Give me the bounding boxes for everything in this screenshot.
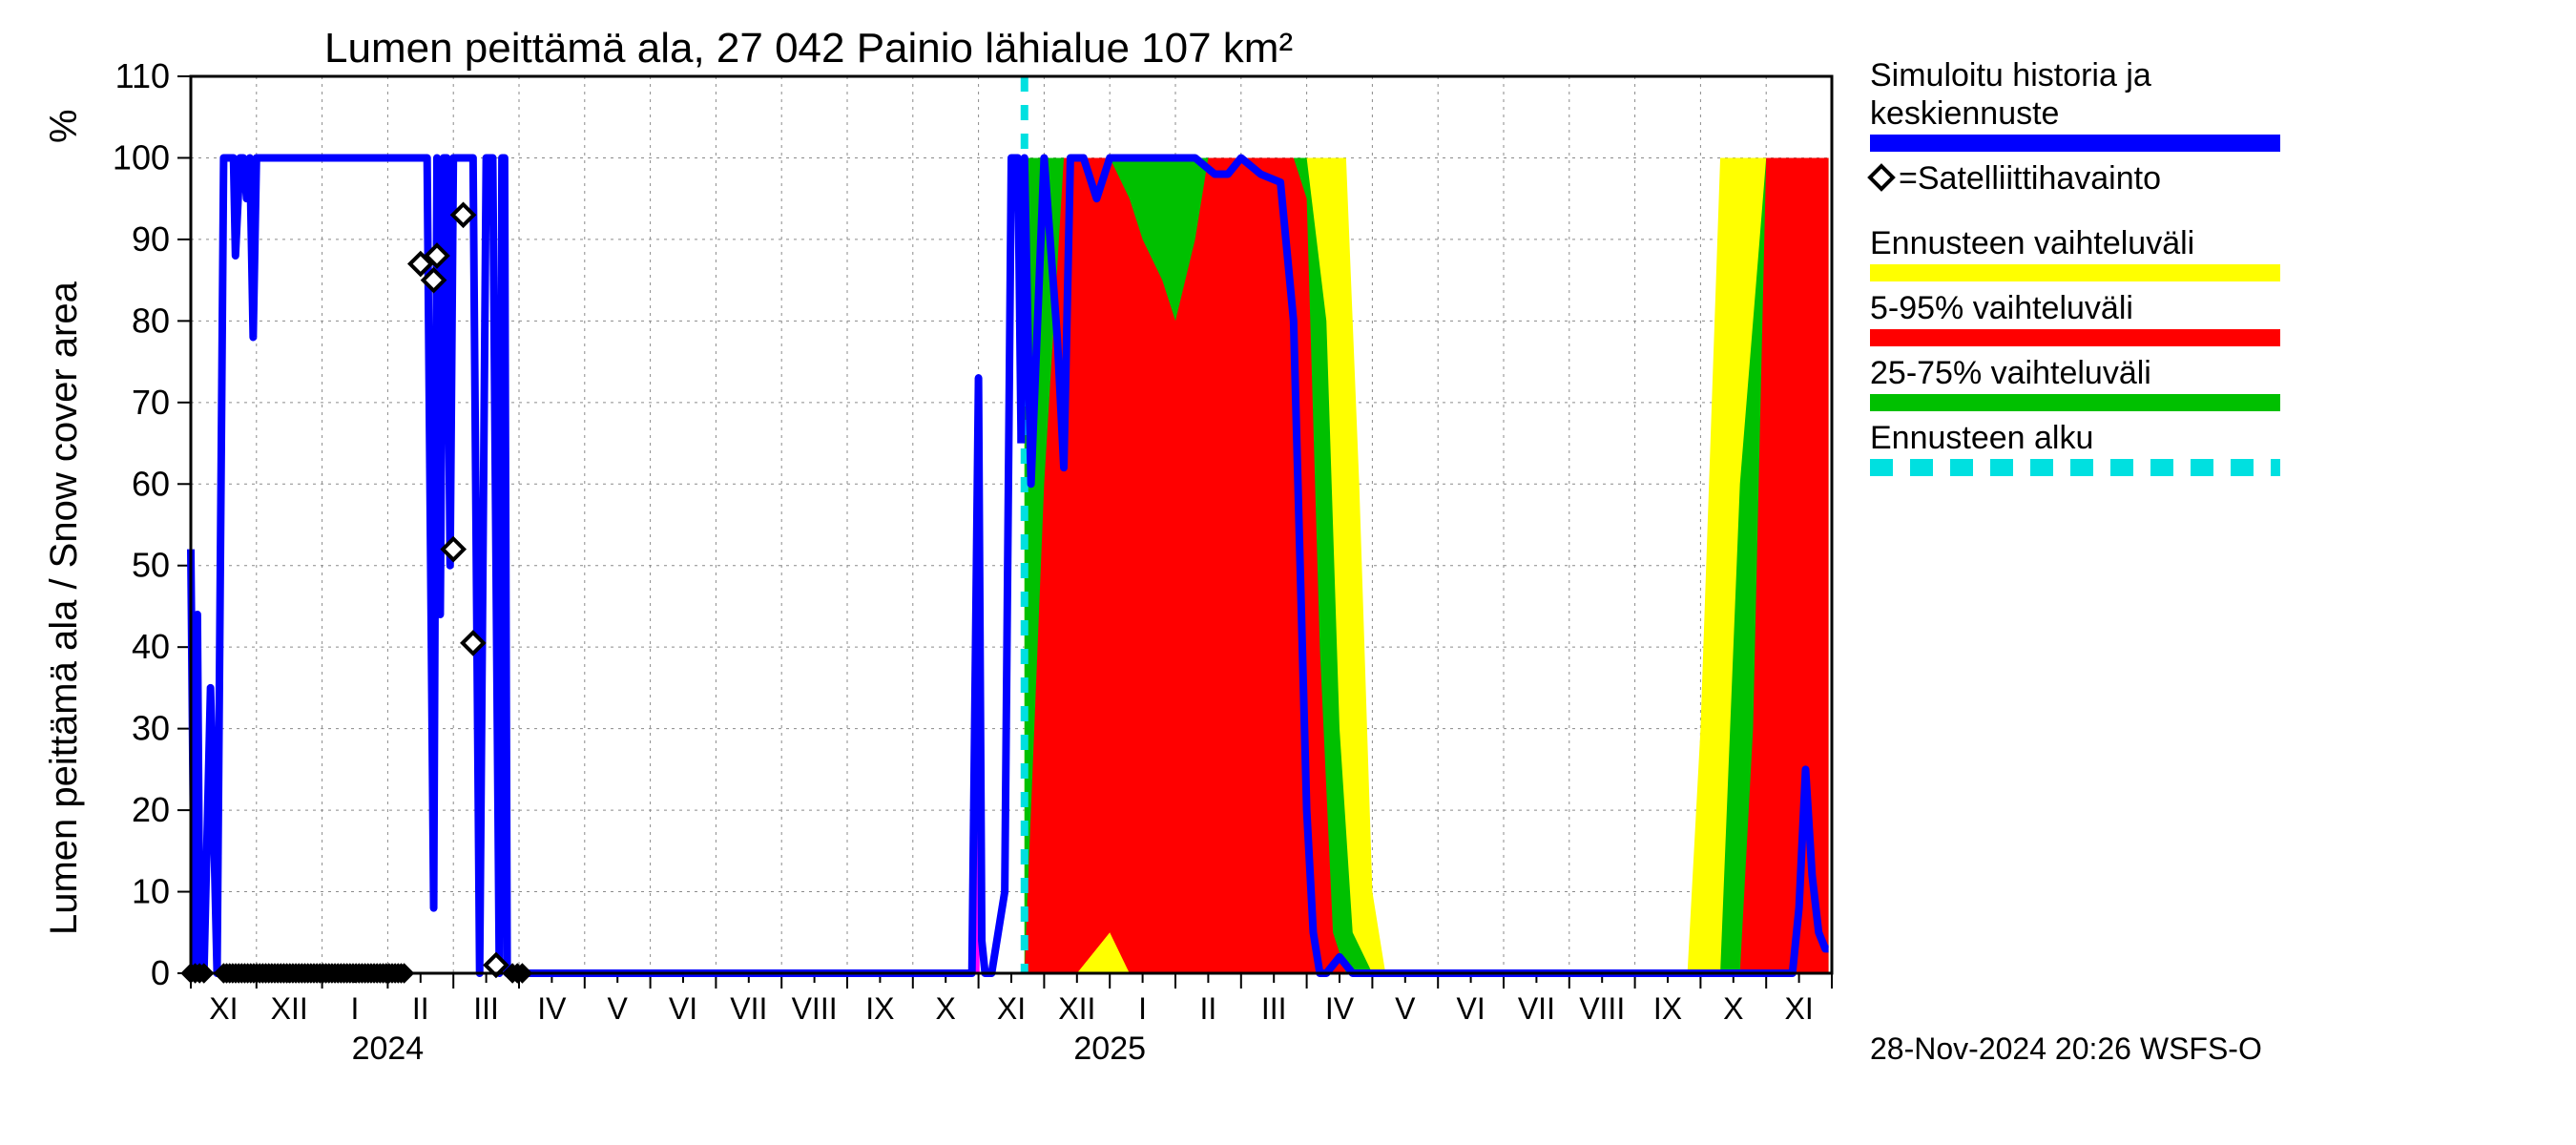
ytick-label: 110 <box>115 56 170 95</box>
month-label: VI <box>669 991 697 1026</box>
month-label: IX <box>865 991 894 1026</box>
month-label: IX <box>1653 991 1682 1026</box>
month-label: X <box>936 991 956 1026</box>
chart-svg: Lumen peittämä ala, 27 042 Painio lähial… <box>19 19 2557 1126</box>
month-label: VII <box>1518 991 1555 1026</box>
month-label: III <box>1261 991 1287 1026</box>
chart-container: Lumen peittämä ala, 27 042 Painio lähial… <box>19 19 2557 1126</box>
legend-label: 5-95% vaihteluväli <box>1870 290 2133 326</box>
legend-label: Ennusteen vaihteluväli <box>1870 225 2194 261</box>
month-label: VI <box>1456 991 1485 1026</box>
month-label: VIII <box>792 991 838 1026</box>
month-label: V <box>1395 991 1416 1026</box>
month-label: II <box>412 991 429 1026</box>
ytick-label: 90 <box>132 219 170 259</box>
y-axis-label: Lumen peittämä ala / Snow cover area <box>43 281 85 935</box>
ytick-label: 20 <box>132 790 170 829</box>
year-label: 2024 <box>352 1030 425 1067</box>
legend-label: Simuloitu historia ja <box>1870 57 2151 94</box>
month-label: II <box>1200 991 1217 1026</box>
month-label: III <box>473 991 499 1026</box>
month-label: I <box>1138 991 1147 1026</box>
ytick-label: 100 <box>113 137 170 177</box>
month-label: X <box>1723 991 1743 1026</box>
footer-timestamp: 28-Nov-2024 20:26 WSFS-O <box>1870 1031 2262 1066</box>
month-label: XI <box>1784 991 1813 1026</box>
ytick-label: 0 <box>151 953 170 992</box>
month-label: VIII <box>1579 991 1625 1026</box>
chart-title: Lumen peittämä ala, 27 042 Painio lähial… <box>324 25 1293 72</box>
month-label: I <box>351 991 360 1026</box>
year-label: 2025 <box>1073 1030 1146 1067</box>
month-label: XI <box>997 991 1026 1026</box>
month-label: IV <box>537 991 567 1026</box>
month-label: XI <box>209 991 238 1026</box>
ytick-label: 40 <box>132 627 170 666</box>
ytick-label: 70 <box>132 383 170 422</box>
legend-label: 25-75% vaihteluväli <box>1870 355 2151 391</box>
ytick-label: 80 <box>132 301 170 340</box>
legend-label: =Satelliittihavainto <box>1899 160 2161 197</box>
month-label: XII <box>271 991 308 1026</box>
ytick-label: 10 <box>132 872 170 911</box>
month-label: XII <box>1058 991 1095 1026</box>
legend-label: Ennusteen alku <box>1870 420 2093 456</box>
ytick-label: 30 <box>132 709 170 748</box>
legend-label: keskiennuste <box>1870 95 2059 132</box>
ytick-label: 50 <box>132 546 170 585</box>
month-label: VII <box>730 991 767 1026</box>
ytick-label: 60 <box>132 464 170 503</box>
month-label: IV <box>1325 991 1355 1026</box>
month-label: V <box>608 991 629 1026</box>
y-axis-unit: % <box>43 109 85 143</box>
